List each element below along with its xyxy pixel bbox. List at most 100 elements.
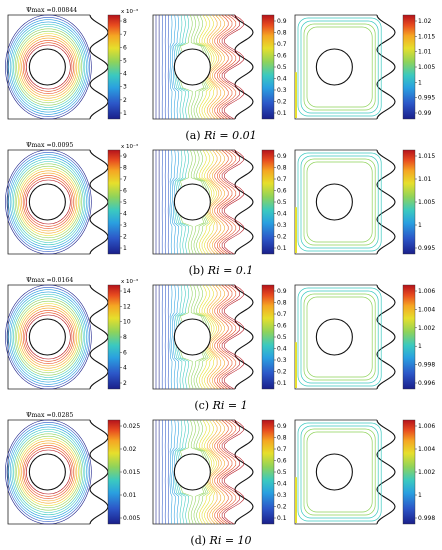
wavy-wall [376,149,396,255]
colorbar [261,284,275,390]
subfigure-caption: (d) Ri = 10 [190,534,251,547]
streamline [13,296,84,378]
colorbar-tick-label: 7 [123,31,127,38]
cylinder [173,318,211,356]
colorbar-tick-label: 0.5 [277,334,287,341]
isotherm [214,14,229,120]
streamline [26,314,71,360]
isotherm [221,284,240,390]
colorbar-tick-label: 1.006 [418,423,435,430]
streamline [17,33,79,101]
colorbar-tick-label: 6 [123,349,127,356]
isotherm [219,284,237,390]
subfigure-caption: (c) Ri = 1 [194,399,247,412]
colorbar-tick-label: 0.1 [277,515,287,522]
streamline [21,307,76,367]
colorbar-tick-label: 3 [123,84,127,91]
colorbar-tick-label: 0.005 [123,515,140,522]
colorbar-tick-label: 5 [123,199,127,206]
streamline [14,28,82,106]
isotherm [169,149,173,255]
isotherm [169,284,173,390]
streamline [6,152,91,253]
streamline [14,433,82,511]
colorbar-tick-label: 12 [123,303,131,310]
colorbar-tick-label: 0.4 [277,211,287,218]
colorbar-tick-label: 0.9 [277,18,287,25]
colorbar-tick-label: 1 [123,110,127,117]
colorbar-tick-label: 0.7 [277,41,287,48]
concentration-contour [300,425,379,519]
isotherm [204,419,217,525]
streamline [22,40,74,94]
colorbar-tick-label: 4 [123,71,127,78]
isotherm [212,284,225,390]
colorbar-tick-label: 0.5 [277,199,287,206]
cavity-wall [152,419,235,525]
streamline [9,156,87,248]
colorbar-tick-label: 1.006 [418,288,435,295]
isotherm [212,149,225,255]
colorbar-tick-label: 4 [123,211,127,218]
streamline [5,284,92,390]
colorbar-tick-label: 1.01 [418,49,432,56]
streamline [17,303,79,371]
isotherm [204,149,217,255]
streamline [13,161,84,243]
psi-max-label: Ψmax =0.0164 [26,277,73,284]
isotherm [167,14,169,120]
colorbar-tick-label: 0.8 [277,300,287,307]
concentration-contour [300,290,379,384]
colorbar-tick-label: 1.02 [418,18,432,25]
wavy-wall [89,14,109,120]
colorbar-tick-label: 0.7 [277,446,287,453]
subfigure-caption: (b) Ri = 0.1 [189,264,254,277]
panel-density-row-1: 1.02 1.015 1.01 1.005 1 0.995 0.99 [294,14,435,120]
colorbar-tick-label: 7 [123,176,127,183]
streamline [19,440,78,504]
panel-temperature-row-1: 0.9 0.8 0.7 0.6 0.5 0.4 0.3 0.2 0.1 [152,14,287,120]
colorbar-tick-label: 0.99 [418,110,432,117]
wavy-wall [234,149,254,255]
isotherm [224,14,244,120]
cylinder [28,318,66,356]
concentration-contour [300,155,379,249]
isotherm [209,14,222,120]
isotherm [219,149,237,255]
colorbar-tick-label: 0.01 [123,492,137,499]
isotherm [206,419,220,525]
cylinder [173,48,211,86]
panel-temperature-row-2: 0.9 0.8 0.7 0.6 0.5 0.4 0.3 0.2 0.1 [152,149,287,255]
colorbar-tick-label: 0.5 [277,64,287,71]
colorbar [402,419,416,525]
cavity-wall [294,419,377,525]
isotherm [224,284,244,390]
concentration-contour [303,158,376,246]
streamline [24,447,73,497]
colorbar-tick-label: 0.7 [277,176,287,183]
isotherm [219,419,237,525]
colorbar-tick-label: 6 [123,188,127,195]
streamline [11,293,86,381]
isotherm [169,14,173,120]
streamline [5,149,92,255]
isotherm [214,284,229,390]
isotherm [167,284,169,390]
colorbar-tick-label: 1 [418,222,422,229]
colorbar-tick-label: 0.015 [123,469,140,476]
streamline [21,37,76,97]
colorbar-tick-label: 0.5 [277,469,287,476]
isotherm [206,284,220,390]
psi-max-label: Ψmax =0.0095 [26,142,73,149]
streamline [9,291,87,383]
isotherm [217,284,233,390]
colorbar-tick-label: 0.995 [418,245,435,252]
concentration-contour [306,296,373,378]
streamline [26,44,71,90]
wavy-wall [89,284,109,390]
streamline [22,445,74,499]
concentration-contour [303,428,376,516]
colorbar [402,284,416,390]
concentration-contour [303,23,376,111]
